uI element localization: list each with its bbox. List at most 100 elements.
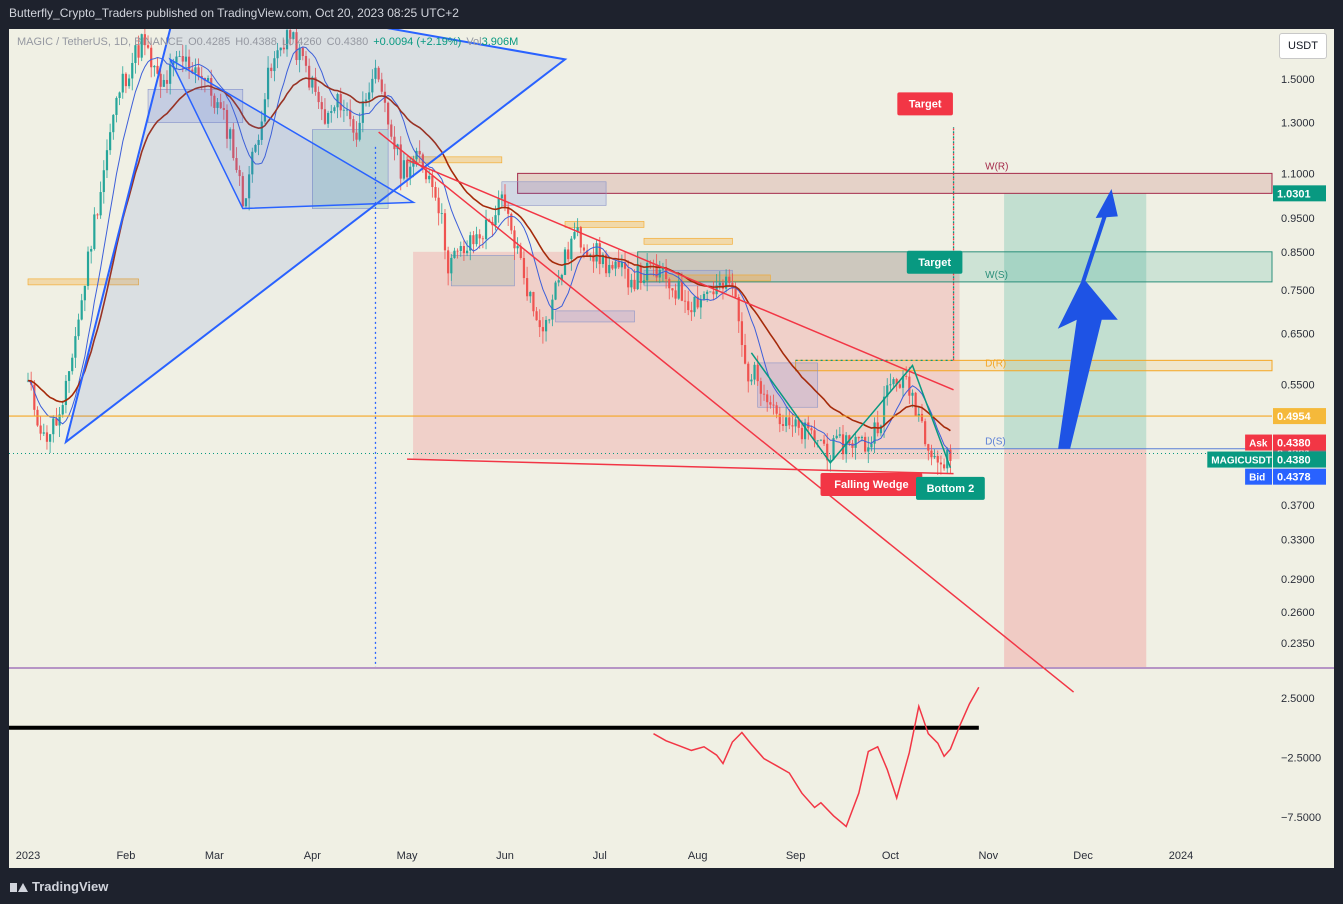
candle-body <box>554 282 557 300</box>
candle-body <box>642 280 646 283</box>
candle-body <box>342 109 345 111</box>
price-badge-value-4: 0.4380 <box>1277 455 1311 467</box>
candle-body <box>71 357 74 372</box>
time-tick-label: May <box>397 850 418 862</box>
harmonic-pattern-left <box>64 29 568 445</box>
candle-body <box>864 436 867 452</box>
candle-body <box>339 94 342 111</box>
candle-body <box>725 276 728 289</box>
candle-body <box>747 363 750 382</box>
candle-body <box>677 280 680 299</box>
annotation-box-2 <box>820 472 923 496</box>
candle-body <box>781 424 785 426</box>
wedge-lower-line <box>407 458 954 475</box>
candle-body <box>393 136 396 150</box>
candle-body <box>529 292 532 297</box>
candle-body <box>898 384 901 388</box>
time-tick-label: Feb <box>116 850 135 862</box>
annotation-box-0 <box>897 92 953 116</box>
candle-body <box>548 319 551 321</box>
candle-body <box>544 319 548 332</box>
price-tick-label: 0.2900 <box>1281 574 1315 586</box>
sma-line <box>27 46 951 454</box>
candle-body <box>257 139 260 146</box>
candle-body <box>718 282 721 286</box>
candle-body <box>769 402 772 405</box>
candle-body <box>709 291 712 293</box>
candle-body <box>172 62 175 65</box>
candle-body <box>832 438 835 460</box>
chart-frame: 1.5000 1.3000 1.1000 0.9500 0.8500 0.7500 0.65… <box>9 29 1334 868</box>
price-badge-label-3: Ask <box>1249 439 1268 450</box>
candle-body <box>159 73 162 87</box>
candle-body <box>563 249 567 275</box>
candle-body <box>870 443 873 448</box>
candle-body <box>49 434 52 442</box>
candle-body <box>390 124 393 137</box>
candle-body <box>778 413 781 425</box>
candle-body <box>690 310 693 313</box>
candle-body <box>867 447 870 452</box>
candle-body <box>835 435 838 439</box>
candle-body <box>639 265 642 283</box>
tradingview-logo[interactable]: TradingView <box>10 879 108 894</box>
chart-svg[interactable]: 1.5000 1.3000 1.1000 0.9500 0.8500 0.7500 0.65… <box>9 29 1334 868</box>
candle-body <box>102 170 105 193</box>
candle-body <box>112 114 115 133</box>
candle-body <box>668 279 671 289</box>
candle-body <box>197 67 200 76</box>
price-badge-label-4: MAGICUSDT <box>1211 456 1272 467</box>
candle-body <box>759 381 762 394</box>
candle-body <box>800 427 804 440</box>
candle-body <box>772 404 775 406</box>
price-badge-value-0: 1.0301 <box>1277 188 1311 200</box>
candle-body <box>753 364 756 380</box>
candle-body <box>671 288 674 291</box>
candle-body <box>611 264 614 269</box>
candle-body <box>289 30 292 40</box>
price-tick-label: 1.1000 <box>1281 168 1315 180</box>
candle-body <box>58 414 61 426</box>
candle-body <box>507 206 510 214</box>
candle-body <box>453 250 456 258</box>
candle-body <box>276 50 279 59</box>
candle-body <box>308 65 311 88</box>
candle-body <box>213 95 216 108</box>
oscillator-tick-label: −2.5000 <box>1281 753 1321 765</box>
candle-body <box>323 109 327 124</box>
oscillator-tick-label: 2.5000 <box>1281 693 1315 705</box>
price-tick-label: 0.7500 <box>1281 285 1315 297</box>
candle-body <box>219 102 222 109</box>
publisher-text: Butterfly_Crypto_Traders published on Tr… <box>9 6 459 20</box>
candle-body <box>788 417 791 426</box>
candle-body <box>387 102 390 125</box>
candle-body <box>194 67 197 74</box>
candle-body <box>109 132 112 151</box>
annotation-box-1 <box>906 250 963 274</box>
candle-body <box>702 293 706 300</box>
candle-body <box>604 254 608 274</box>
candle-body <box>927 444 930 451</box>
candle-body <box>494 215 497 226</box>
candle-body <box>191 69 194 74</box>
candle-body <box>519 246 522 258</box>
currency-button[interactable]: USDT <box>1279 33 1327 59</box>
candle-body <box>140 34 143 58</box>
supply-line-4 <box>27 278 139 286</box>
annotation-text-0: Target <box>909 98 942 110</box>
time-tick-label: Nov <box>979 850 999 862</box>
price-badge-value-3: 0.4380 <box>1277 438 1311 450</box>
oscillator-tick-label: −7.5000 <box>1281 812 1321 824</box>
candle-body <box>244 198 248 207</box>
candle-body <box>206 78 210 81</box>
candle-body <box>428 175 431 180</box>
candle-body <box>886 385 889 397</box>
price-badge-5 <box>1273 468 1326 485</box>
candle-body <box>914 392 917 417</box>
candle-body <box>570 238 573 260</box>
candle-body <box>273 58 276 72</box>
candle-body <box>377 67 380 80</box>
candle-body <box>238 170 241 177</box>
candle-body <box>526 278 529 297</box>
candle-body <box>693 296 696 313</box>
